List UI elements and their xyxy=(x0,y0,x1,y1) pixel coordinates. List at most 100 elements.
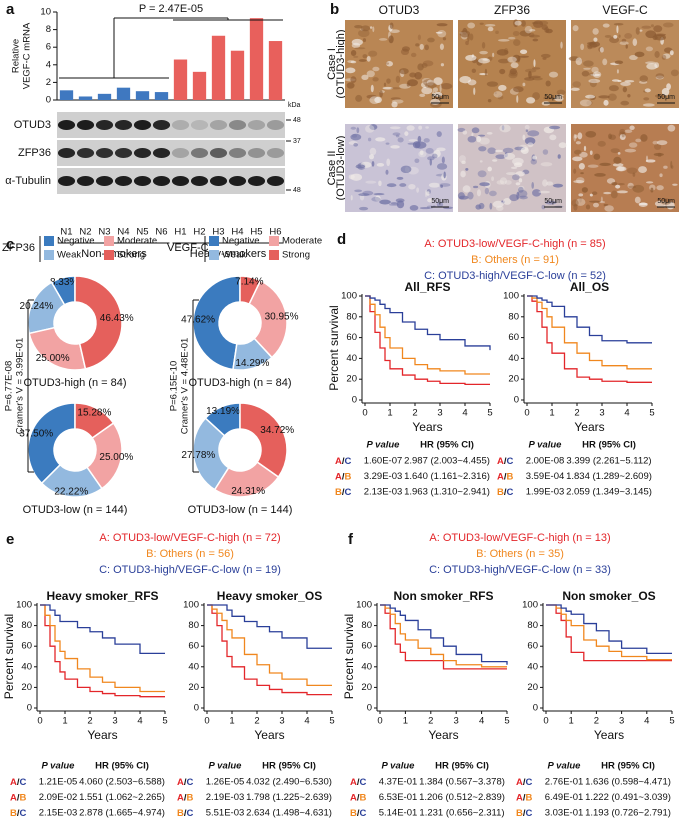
column-header: ZFP36 xyxy=(494,3,530,17)
tissue-texture xyxy=(459,76,472,84)
p-value: 5.51E-03 xyxy=(206,808,245,819)
pair-letter: C xyxy=(187,808,194,819)
y-tick-label: 2 xyxy=(46,77,51,88)
x-tick-label: 1 xyxy=(387,408,392,419)
tissue-texture xyxy=(390,145,400,149)
tissue-texture xyxy=(496,180,505,185)
table-header: HR (95% CI) xyxy=(262,761,316,772)
tissue-texture xyxy=(586,100,593,106)
tissue-texture xyxy=(386,78,391,84)
tissue-texture xyxy=(392,132,401,136)
y-tick-label: 40 xyxy=(508,353,519,364)
blot-band xyxy=(114,176,133,186)
tissue-texture xyxy=(355,164,366,169)
tissue-texture xyxy=(583,67,592,70)
tissue-texture xyxy=(399,183,407,187)
tissue-texture xyxy=(516,95,519,103)
y-tick-label: 40 xyxy=(346,353,357,364)
p-value: 1.99E-03 xyxy=(526,487,565,498)
pair-letter: A xyxy=(350,792,357,803)
bar xyxy=(173,59,188,100)
tissue-texture xyxy=(618,34,621,38)
tissue-texture xyxy=(645,181,654,184)
legend-entry: A: OTUD3-low/VEGF-C-high (n = 85) xyxy=(424,238,605,250)
table-header: P value xyxy=(209,761,243,772)
hazard-ratio: 4.060 (2.503~6.588) xyxy=(79,777,165,788)
tissue-texture xyxy=(515,182,521,186)
chart-title: All_RFS xyxy=(404,280,450,294)
pair-letter: C xyxy=(507,487,514,498)
pair-letter: C xyxy=(526,777,533,788)
bar xyxy=(135,91,150,100)
row-pair: B/C xyxy=(10,808,27,819)
tissue-texture xyxy=(360,25,371,32)
legend-label: Weak xyxy=(222,250,246,261)
tissue-texture xyxy=(514,20,522,26)
tissue-texture xyxy=(465,40,469,46)
survival-curve xyxy=(546,604,672,661)
tissue-texture xyxy=(616,190,629,194)
p-value: 1.21E-05 xyxy=(39,777,78,788)
survival-curve xyxy=(380,604,507,670)
x-tick-label: 5 xyxy=(487,408,492,419)
x-tick-label: 3 xyxy=(454,716,459,727)
tissue-texture xyxy=(400,165,412,174)
tissue-texture xyxy=(417,135,422,143)
pair-letter: A xyxy=(177,792,184,803)
table-header: P value xyxy=(42,761,76,772)
tissue-texture xyxy=(366,56,371,62)
tissue-texture xyxy=(578,163,585,170)
row-note: (OTUD3-high) xyxy=(335,29,347,98)
tissue-texture xyxy=(573,180,585,184)
tissue-texture xyxy=(616,69,619,74)
tissue-texture xyxy=(589,193,593,197)
survival-curve xyxy=(40,604,165,655)
value-label: 34.72% xyxy=(260,425,294,436)
tissue-texture xyxy=(574,134,578,139)
tissue-texture xyxy=(610,148,620,154)
tissue-texture xyxy=(507,56,517,63)
row-pair: A/B xyxy=(177,792,194,803)
tissue-texture xyxy=(492,52,495,58)
y-tick-label: 100 xyxy=(341,291,357,302)
tissue-texture xyxy=(524,25,533,34)
tissue-texture xyxy=(608,85,619,92)
tissue-texture xyxy=(493,91,503,98)
tissue-texture xyxy=(427,37,435,43)
pair-letter: C xyxy=(20,808,27,819)
tissue-texture xyxy=(487,26,494,32)
tissue-texture xyxy=(613,23,624,26)
tissue-texture xyxy=(522,134,526,141)
blot-band xyxy=(114,148,133,158)
legend-entry: B: Others (n = 91) xyxy=(471,254,559,266)
tissue-texture xyxy=(460,170,466,178)
x-tick-label: H2 xyxy=(193,227,205,238)
donut-segment xyxy=(74,275,123,370)
donut-segment xyxy=(239,402,288,478)
tissue-texture xyxy=(669,50,674,56)
tissue-texture xyxy=(638,166,647,174)
bar xyxy=(268,41,283,100)
blot-band xyxy=(133,120,152,130)
tissue-texture xyxy=(389,22,394,29)
tissue-texture xyxy=(542,149,549,155)
tissue-texture xyxy=(432,87,439,93)
x-tick-label: N1 xyxy=(60,227,72,238)
bar xyxy=(59,90,74,100)
tissue-texture xyxy=(557,154,561,159)
y-tick-label: 0 xyxy=(367,703,372,714)
tissue-texture xyxy=(386,61,393,67)
blot-strip xyxy=(57,140,285,166)
y-tick-label: 0 xyxy=(194,703,199,714)
tissue-texture xyxy=(639,75,648,83)
tissue-texture xyxy=(624,129,633,134)
tissue-texture xyxy=(465,54,477,61)
tissue-texture xyxy=(427,156,435,161)
tissue-texture xyxy=(358,193,370,197)
tissue-texture xyxy=(587,164,599,168)
tissue-texture xyxy=(499,124,511,133)
legend-entry: A: OTUD3-low/VEGF-C-high (n = 13) xyxy=(429,532,610,544)
tissue-texture xyxy=(540,162,553,167)
tissue-texture xyxy=(610,190,618,199)
tissue-texture xyxy=(622,86,628,93)
